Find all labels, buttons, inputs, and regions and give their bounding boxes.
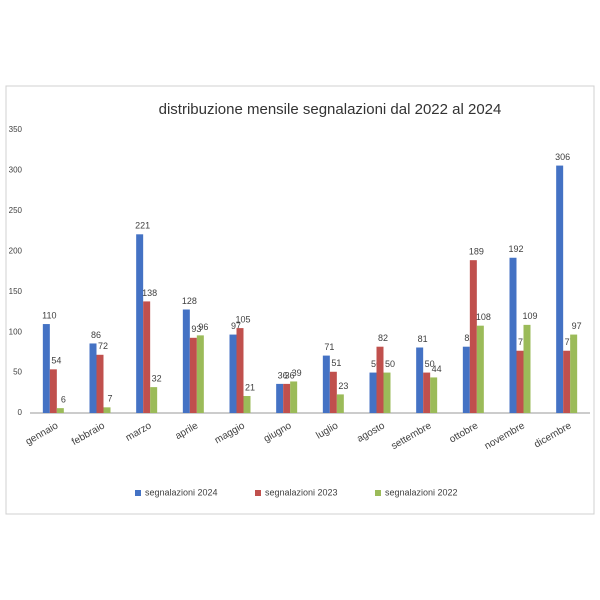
- bar: [416, 347, 424, 413]
- value-label: 50: [371, 359, 381, 369]
- y-tick-label: 350: [9, 125, 23, 134]
- bar: [276, 383, 284, 413]
- y-tick-label: 200: [9, 246, 23, 255]
- y-tick-label: 0: [18, 408, 23, 417]
- bar: [430, 377, 438, 413]
- bar: [150, 387, 158, 413]
- bar: [383, 372, 391, 413]
- value-label: 72: [98, 341, 108, 351]
- bar: [103, 407, 111, 413]
- value-label: 32: [152, 374, 162, 384]
- legend-swatch: [135, 490, 141, 496]
- bar: [376, 346, 384, 413]
- bar: [283, 383, 291, 413]
- bar: [243, 396, 251, 413]
- value-label: 7: [107, 394, 112, 404]
- bar: [49, 369, 57, 413]
- bar: [136, 234, 144, 413]
- value-label: 81: [418, 334, 428, 344]
- bar: [563, 350, 571, 413]
- y-tick-label: 150: [9, 287, 23, 296]
- legend-swatch: [375, 490, 381, 496]
- y-tick-label: 300: [9, 166, 23, 175]
- value-label: 128: [182, 296, 197, 306]
- value-label: 109: [522, 311, 537, 321]
- legend-swatch: [255, 490, 261, 496]
- bar: [89, 343, 97, 413]
- y-tick-label: 100: [9, 327, 23, 336]
- bar: [42, 324, 50, 413]
- bar: [56, 408, 64, 413]
- value-label: 77: [518, 337, 528, 347]
- bar: [462, 346, 470, 413]
- bar: [329, 371, 337, 413]
- bar: [196, 335, 204, 413]
- bar: [570, 334, 578, 413]
- value-label: 221: [135, 221, 150, 231]
- bar: [290, 381, 298, 413]
- bar: [476, 325, 484, 413]
- bar: [523, 324, 531, 413]
- value-label: 86: [91, 330, 101, 340]
- value-label: 23: [338, 381, 348, 391]
- bar: [236, 328, 244, 413]
- chart-title: distribuzione mensile segnalazioni dal 2…: [159, 101, 502, 118]
- y-tick-label: 250: [9, 206, 23, 215]
- value-label: 192: [508, 244, 523, 254]
- value-label: 97: [572, 321, 582, 331]
- legend-label: segnalazioni 2023: [265, 487, 338, 497]
- bar: [229, 334, 237, 413]
- value-label: 50: [385, 359, 395, 369]
- bar: [556, 165, 564, 413]
- legend-label: segnalazioni 2022: [385, 487, 458, 497]
- bar: [369, 372, 377, 413]
- bar: [336, 394, 344, 413]
- bar: [322, 355, 330, 413]
- chart-frame: [5, 85, 595, 515]
- value-label: 36: [285, 370, 295, 380]
- bar: [189, 337, 197, 413]
- value-label: 51: [331, 358, 341, 368]
- value-label: 39: [292, 368, 302, 378]
- value-label: 82: [464, 333, 474, 343]
- bar: [182, 309, 190, 413]
- bar: [96, 354, 104, 413]
- value-label: 108: [476, 312, 491, 322]
- bar: [516, 350, 524, 413]
- value-label: 93: [191, 324, 201, 334]
- bar: [423, 372, 431, 413]
- value-label: 77: [565, 337, 575, 347]
- bar: [143, 301, 151, 413]
- value-label: 71: [324, 342, 334, 352]
- value-label: 97: [231, 321, 241, 331]
- value-label: 50: [425, 359, 435, 369]
- value-label: 110: [42, 310, 56, 320]
- value-label: 54: [51, 356, 61, 366]
- bar: [509, 257, 517, 413]
- value-label: 96: [198, 322, 208, 332]
- value-label: 82: [378, 333, 388, 343]
- bar: [469, 260, 477, 413]
- value-label: 306: [555, 152, 570, 162]
- value-label: 36: [278, 370, 288, 380]
- value-label: 6: [61, 395, 66, 405]
- y-tick-label: 50: [13, 368, 22, 377]
- value-label: 21: [245, 382, 255, 392]
- value-label: 44: [432, 364, 442, 374]
- value-label: 105: [235, 314, 250, 324]
- value-label: 138: [142, 288, 157, 298]
- value-label: 189: [469, 247, 484, 257]
- legend-label: segnalazioni 2024: [145, 487, 218, 497]
